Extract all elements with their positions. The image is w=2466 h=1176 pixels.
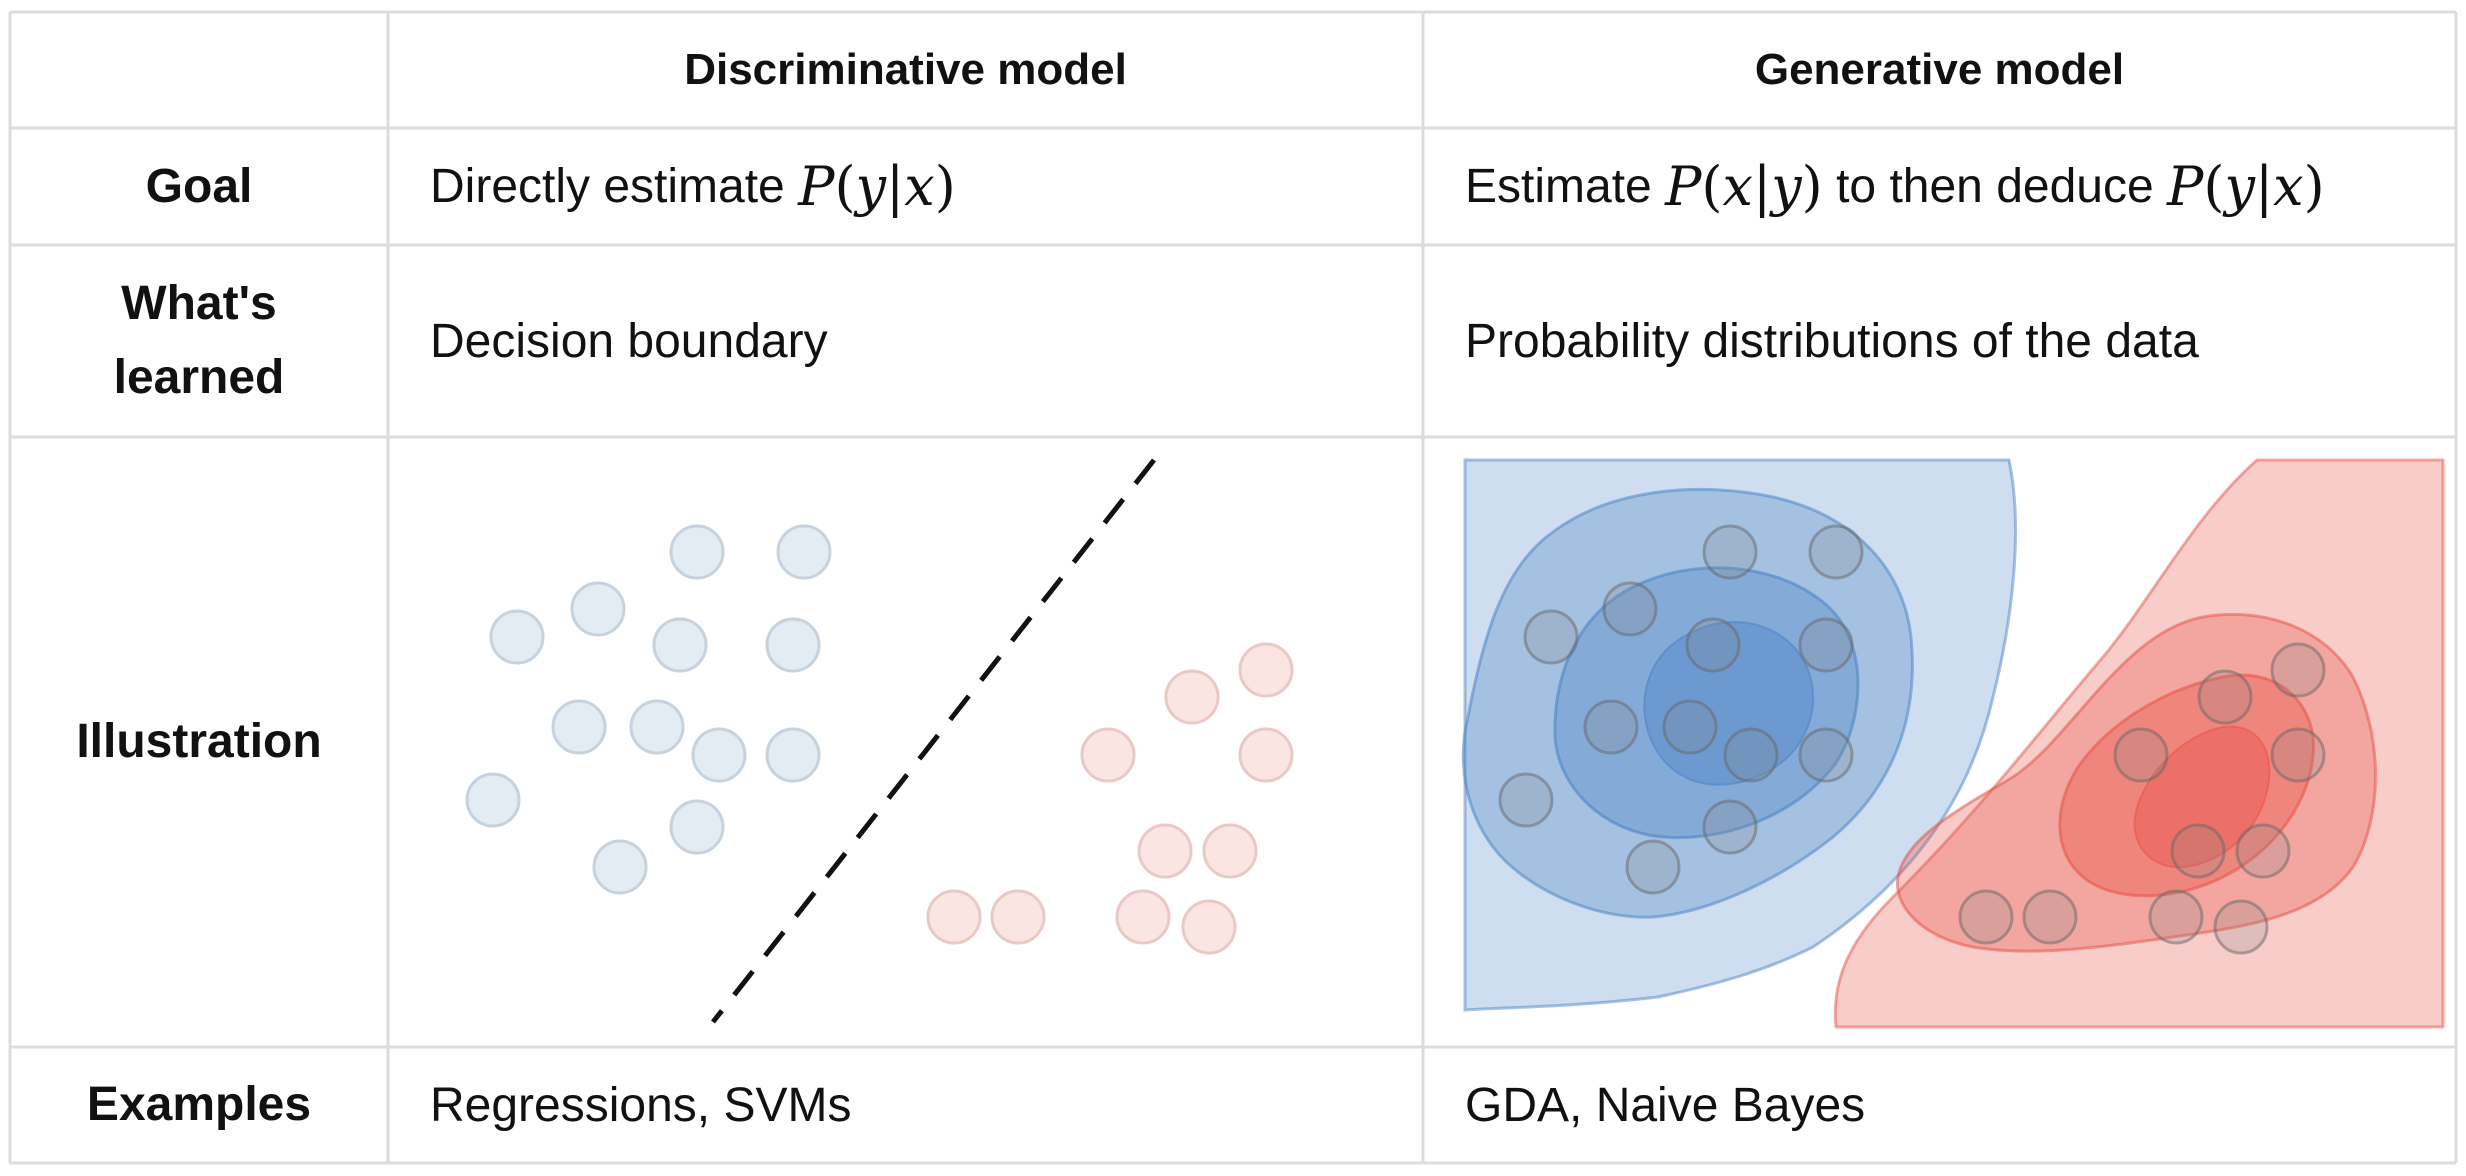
goal-disc-text: Directly estimate [430,160,799,213]
generative-points [1498,524,2326,955]
row-label-whats-learned-line2: learned [113,351,285,404]
class-a-points [465,524,832,895]
row-label-whats-learned-line1: What's [121,277,277,330]
row-label-goal: Goal [145,159,253,213]
discriminative-illustration [465,458,1294,1024]
row-label-illustration: Illustration [76,715,322,768]
row-label-examples: Examples [86,1078,312,1131]
header-discriminative: Discriminative model [684,45,1127,94]
formula-p-y-given-x: P(y|x) [798,155,956,218]
goal-gen-middle: to then deduce [1822,160,2168,213]
goal-generative: Estimate P(x|y) to then deduce P(y|x) [1423,128,2456,245]
formula-p-x-given-y: P(x|y) [1665,155,1823,218]
generative-illustration [1461,458,2445,1029]
decision-boundary [711,458,1156,1024]
examples-generative: GDA, Naive Bayes [1465,1078,1866,1132]
goal-discriminative: Directly estimate P(y|x) [388,128,1423,245]
header-generative: Generative model [1754,45,2125,94]
examples-discriminative: Regressions, SVMs [430,1078,852,1132]
goal-gen-prefix: Estimate [1465,160,1666,213]
class-b-distribution [1833,458,2445,1029]
row-label-whats-learned: What's learned [10,245,388,437]
class-b-points [926,642,1294,955]
formula-p-y-given-x-gen: P(y|x) [2167,155,2325,218]
learned-generative: Probability distributions of the data [1465,314,2199,368]
learned-discriminative: Decision boundary [430,314,828,368]
